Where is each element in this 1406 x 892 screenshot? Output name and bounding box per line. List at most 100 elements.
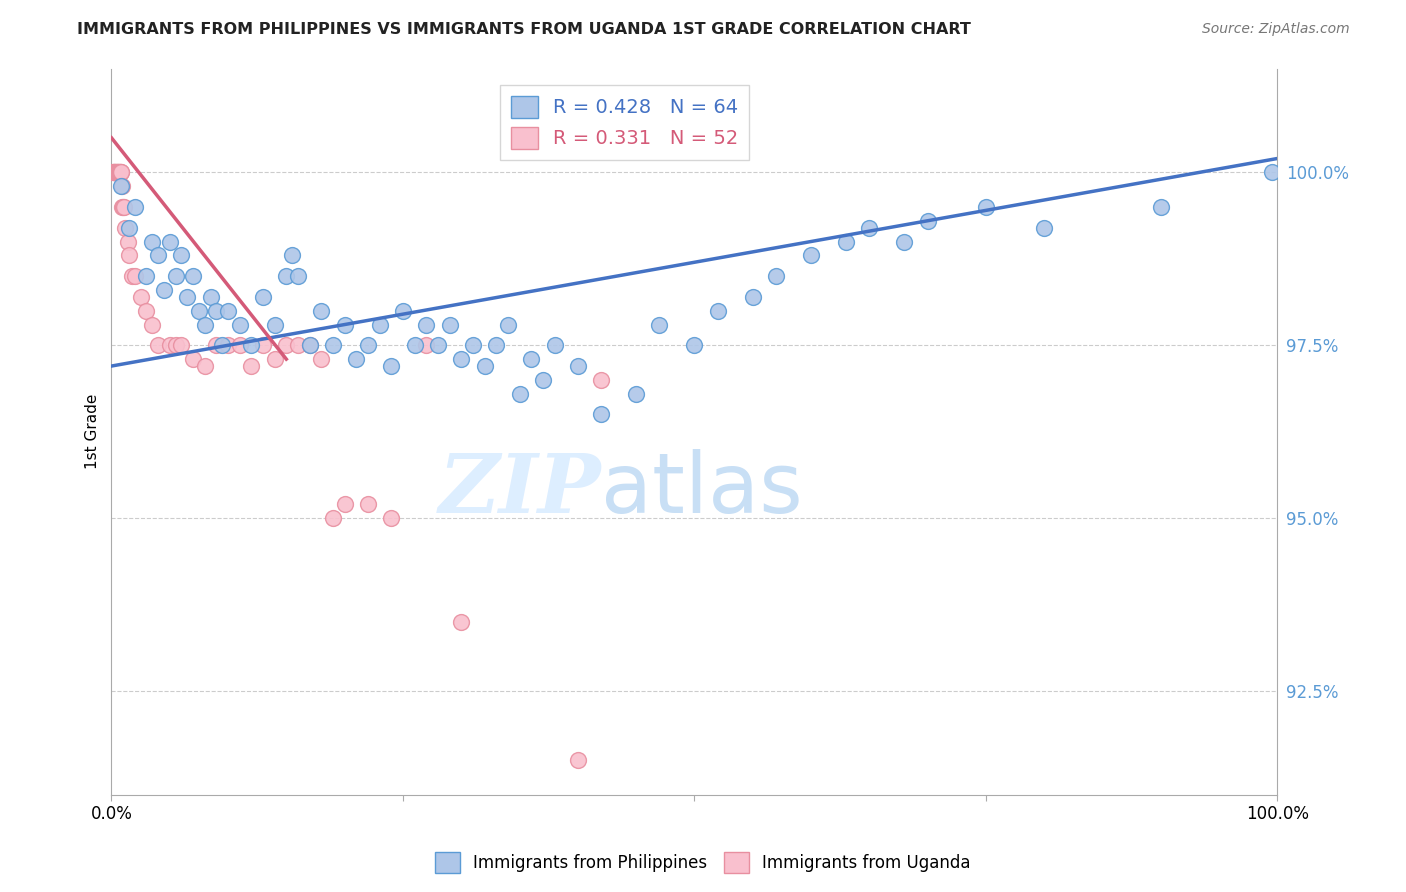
Point: [124, 269, 146, 284]
Point: [893, 235, 915, 249]
Point: [217, 338, 239, 352]
Point: [298, 338, 321, 352]
Point: [124, 200, 146, 214]
Point: [165, 269, 187, 284]
Point: [543, 338, 565, 352]
Point: [165, 338, 187, 352]
Point: [392, 303, 415, 318]
Point: [917, 213, 939, 227]
Point: [1260, 165, 1282, 179]
Point: [404, 338, 426, 352]
Point: [112, 200, 135, 214]
Point: [194, 318, 217, 332]
Text: IMMIGRANTS FROM PHILIPPINES VS IMMIGRANTS FROM UGANDA 1ST GRADE CORRELATION CHAR: IMMIGRANTS FROM PHILIPPINES VS IMMIGRANT…: [77, 22, 972, 37]
Point: [450, 352, 472, 367]
Point: [101, 165, 124, 179]
Point: [141, 318, 163, 332]
Point: [450, 615, 472, 629]
Point: [205, 338, 228, 352]
Point: [153, 283, 176, 297]
Legend: R = 0.428   N = 64, R = 0.331   N = 52: R = 0.428 N = 64, R = 0.331 N = 52: [501, 85, 749, 160]
Text: Source: ZipAtlas.com: Source: ZipAtlas.com: [1202, 22, 1350, 37]
Point: [121, 269, 143, 284]
Point: [485, 338, 508, 352]
Point: [509, 386, 531, 401]
Point: [707, 303, 730, 318]
Point: [103, 165, 125, 179]
Point: [141, 235, 163, 249]
Point: [101, 165, 124, 179]
Point: [118, 220, 141, 235]
Point: [135, 303, 157, 318]
Point: [276, 338, 298, 352]
Point: [211, 338, 233, 352]
Point: [357, 338, 380, 352]
Point: [107, 165, 129, 179]
Point: [322, 511, 344, 525]
Point: [974, 200, 997, 214]
Point: [322, 338, 344, 352]
Point: [591, 373, 613, 387]
Point: [368, 318, 391, 332]
Point: [111, 179, 134, 194]
Point: [118, 248, 141, 262]
Point: [276, 269, 298, 284]
Point: [461, 338, 484, 352]
Point: [108, 165, 131, 179]
Point: [683, 338, 706, 352]
Point: [240, 338, 263, 352]
Point: [108, 165, 131, 179]
Point: [591, 408, 613, 422]
Point: [311, 352, 333, 367]
Point: [333, 318, 356, 332]
Point: [159, 338, 181, 352]
Point: [240, 359, 263, 373]
Point: [176, 290, 198, 304]
Text: atlas: atlas: [602, 450, 803, 531]
Point: [800, 248, 823, 262]
Point: [1033, 220, 1056, 235]
Point: [110, 179, 132, 194]
Point: [129, 290, 152, 304]
Point: [311, 303, 333, 318]
Point: [205, 303, 228, 318]
Point: [135, 269, 157, 284]
Point: [104, 165, 127, 179]
Point: [111, 200, 134, 214]
Point: [1150, 200, 1173, 214]
Point: [567, 754, 589, 768]
Point: [415, 338, 437, 352]
Point: [104, 165, 127, 179]
Point: [835, 235, 858, 249]
Point: [252, 290, 274, 304]
Point: [415, 318, 437, 332]
Point: [117, 235, 139, 249]
Legend: Immigrants from Philippines, Immigrants from Uganda: Immigrants from Philippines, Immigrants …: [429, 846, 977, 880]
Point: [281, 248, 304, 262]
Point: [170, 248, 193, 262]
Point: [112, 200, 135, 214]
Point: [146, 248, 169, 262]
Point: [146, 338, 169, 352]
Point: [496, 318, 519, 332]
Point: [333, 498, 356, 512]
Point: [217, 303, 239, 318]
Point: [181, 269, 204, 284]
Point: [426, 338, 449, 352]
Point: [228, 338, 250, 352]
Point: [114, 220, 136, 235]
Point: [298, 338, 321, 352]
Point: [439, 318, 461, 332]
Point: [263, 318, 285, 332]
Point: [228, 318, 250, 332]
Point: [648, 318, 671, 332]
Point: [200, 290, 222, 304]
Point: [159, 235, 181, 249]
Point: [287, 338, 309, 352]
Point: [624, 386, 647, 401]
Point: [741, 290, 763, 304]
Point: [252, 338, 274, 352]
Point: [105, 165, 128, 179]
Point: [357, 498, 380, 512]
Point: [187, 303, 209, 318]
